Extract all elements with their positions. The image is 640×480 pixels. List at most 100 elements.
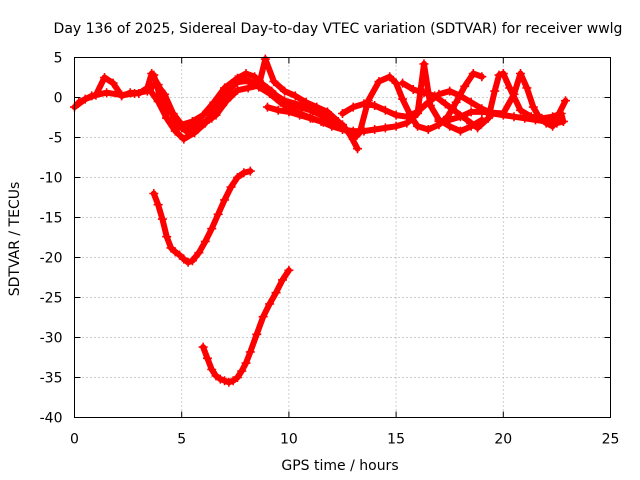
data-point bbox=[398, 78, 408, 88]
data-point bbox=[265, 299, 275, 309]
data-point bbox=[509, 89, 519, 99]
x-tick-label: 15 bbox=[387, 432, 405, 448]
data-point bbox=[265, 89, 275, 98]
data-series-layer bbox=[70, 54, 570, 387]
data-point bbox=[232, 373, 242, 382]
data-point bbox=[413, 121, 423, 131]
data-point bbox=[175, 250, 185, 260]
data-point bbox=[515, 105, 525, 115]
data-point bbox=[327, 115, 337, 125]
x-tick-label: 20 bbox=[494, 432, 512, 448]
data-point bbox=[413, 107, 423, 117]
y-axis-ticks: 5 0 -5 -10 -15 -20 -25 -30 -35 -40 bbox=[40, 51, 611, 427]
data-point bbox=[207, 365, 217, 374]
data-point bbox=[466, 107, 476, 117]
data-point bbox=[149, 70, 159, 80]
plot-frame bbox=[74, 57, 611, 418]
x-axis-label: GPS time / hours bbox=[281, 458, 398, 474]
data-point bbox=[108, 78, 118, 88]
data-point bbox=[301, 97, 311, 107]
data-point bbox=[473, 123, 483, 133]
data-point bbox=[374, 77, 384, 86]
data-point bbox=[468, 69, 478, 78]
data-point bbox=[74, 97, 84, 107]
data-point bbox=[560, 96, 570, 106]
data-point bbox=[423, 97, 433, 107]
data-point bbox=[254, 81, 264, 90]
data-point bbox=[391, 121, 401, 131]
y-axis-label: SDTVAR / TECUs bbox=[7, 182, 23, 297]
data-point bbox=[419, 88, 429, 98]
data-point bbox=[215, 374, 225, 384]
data-point bbox=[224, 377, 234, 387]
data-point bbox=[477, 107, 487, 117]
data-point bbox=[117, 90, 127, 100]
y-tick-label: -35 bbox=[40, 371, 63, 387]
data-point bbox=[290, 91, 300, 101]
data-point bbox=[526, 112, 536, 122]
data-point bbox=[226, 182, 236, 192]
x-tick-label: 0 bbox=[70, 432, 79, 448]
data-point bbox=[348, 102, 358, 112]
data-point bbox=[548, 121, 558, 131]
data-point bbox=[100, 73, 110, 82]
data-point bbox=[207, 224, 217, 234]
data-point bbox=[202, 353, 212, 363]
data-point bbox=[200, 237, 210, 246]
data-point bbox=[198, 342, 208, 352]
data-point bbox=[515, 69, 525, 78]
y-tick-label: -25 bbox=[40, 291, 63, 307]
data-point bbox=[102, 88, 112, 98]
data-point bbox=[241, 358, 251, 368]
data-point bbox=[490, 86, 500, 96]
data-point bbox=[528, 102, 538, 112]
data-point bbox=[391, 110, 401, 120]
y-tick-label: -10 bbox=[40, 171, 63, 187]
data-point bbox=[423, 125, 433, 134]
data-point bbox=[232, 173, 242, 182]
data-point bbox=[284, 107, 294, 117]
data-point bbox=[262, 102, 272, 112]
data-point bbox=[130, 89, 140, 98]
data-point bbox=[187, 256, 197, 266]
data-point bbox=[477, 72, 487, 82]
data-point bbox=[434, 117, 444, 126]
data-point bbox=[275, 97, 285, 107]
data-point bbox=[168, 109, 178, 118]
data-point bbox=[277, 275, 287, 285]
data-point bbox=[408, 85, 418, 94]
data-point bbox=[222, 96, 232, 106]
data-point bbox=[239, 168, 249, 178]
y-tick-label: -20 bbox=[40, 251, 63, 267]
data-point bbox=[162, 232, 172, 242]
chart-title: Day 136 of 2025, Sidereal Day-to-day VTE… bbox=[54, 21, 623, 37]
data-point bbox=[305, 105, 315, 115]
series-deep-arc-1 bbox=[149, 166, 255, 267]
data-point bbox=[305, 113, 315, 123]
data-point bbox=[455, 91, 465, 101]
data-point bbox=[494, 70, 504, 80]
data-point bbox=[348, 134, 358, 144]
data-point bbox=[295, 110, 305, 120]
data-point bbox=[252, 329, 262, 339]
data-point bbox=[460, 81, 470, 91]
data-point bbox=[145, 85, 155, 94]
data-point bbox=[258, 312, 268, 322]
data-point bbox=[273, 105, 283, 115]
y-tick-label: -15 bbox=[40, 211, 63, 227]
data-point bbox=[509, 112, 519, 122]
data-point bbox=[419, 59, 429, 69]
data-point bbox=[183, 257, 193, 267]
data-point bbox=[243, 83, 253, 93]
data-point bbox=[155, 93, 165, 102]
data-point bbox=[466, 97, 476, 107]
data-point bbox=[168, 121, 178, 131]
data-point bbox=[535, 113, 545, 123]
x-tick-label: 5 bbox=[177, 432, 186, 448]
data-point bbox=[338, 109, 347, 118]
data-point bbox=[232, 85, 242, 95]
y-tick-label: -5 bbox=[49, 131, 63, 147]
data-point bbox=[280, 86, 290, 96]
data-point bbox=[190, 128, 200, 138]
